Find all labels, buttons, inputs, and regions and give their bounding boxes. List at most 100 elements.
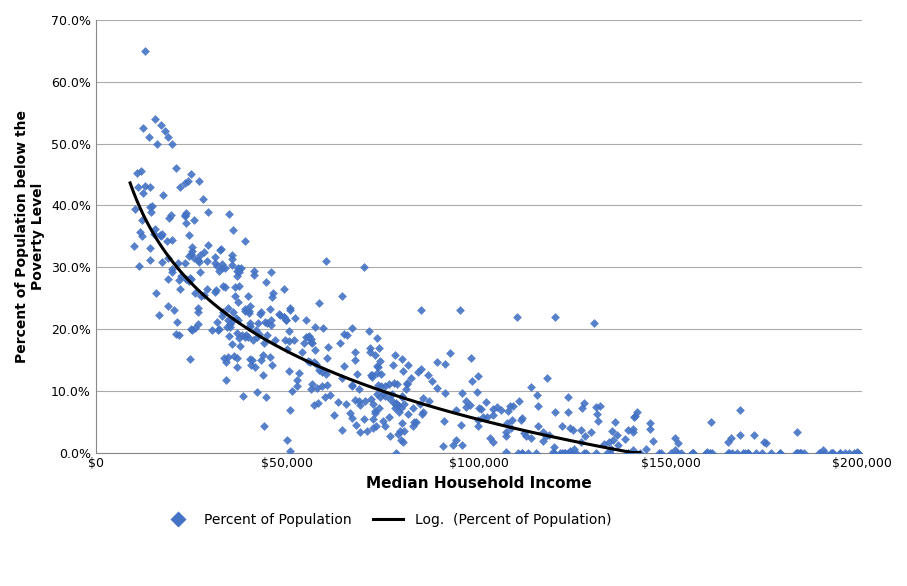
Point [127, 241, 141, 251]
Point [222, 210, 237, 219]
Point [212, 266, 227, 275]
Point [499, 428, 513, 437]
Point [285, 387, 299, 396]
Point [272, 311, 287, 320]
Point [190, 308, 205, 317]
Point [288, 314, 302, 323]
Point [185, 243, 200, 252]
Point [746, 430, 761, 439]
Point [182, 277, 197, 286]
Point [485, 404, 500, 414]
Point [247, 270, 261, 280]
Point [188, 289, 202, 298]
Point [575, 404, 590, 413]
Point [266, 288, 280, 298]
Point [668, 433, 682, 442]
Point [356, 263, 371, 272]
Point [557, 448, 571, 457]
Point [515, 448, 530, 457]
Point [353, 400, 367, 410]
Point [737, 448, 752, 457]
Point [310, 398, 325, 408]
Point [281, 336, 296, 346]
Point [493, 406, 508, 415]
X-axis label: Median Household Income: Median Household Income [366, 476, 591, 491]
Point [345, 323, 359, 332]
Point [851, 448, 865, 457]
Point [500, 418, 514, 428]
Point [297, 338, 312, 347]
Point [524, 383, 539, 392]
Point [147, 229, 161, 239]
Point [546, 447, 561, 456]
Point [235, 331, 249, 340]
Point [741, 448, 756, 457]
Point [555, 448, 570, 457]
Point [773, 448, 787, 457]
Point [316, 323, 330, 333]
Point [485, 411, 500, 420]
Point [172, 284, 187, 294]
Point [208, 287, 222, 297]
Point [249, 325, 263, 335]
Point [263, 352, 278, 362]
Point [378, 421, 393, 431]
Point [227, 352, 241, 361]
Point [173, 271, 188, 281]
Point [259, 392, 274, 401]
Point [430, 357, 444, 367]
Point [236, 391, 250, 400]
Point [388, 400, 403, 409]
Point [278, 335, 292, 345]
Point [541, 431, 556, 440]
Point [247, 266, 261, 275]
Point [335, 291, 349, 301]
Point [182, 230, 197, 240]
Point [414, 364, 428, 373]
Point [833, 448, 847, 457]
Point [250, 318, 265, 328]
Point [850, 448, 864, 457]
Point [312, 299, 327, 308]
Point [210, 325, 225, 335]
Point [225, 260, 239, 270]
Point [212, 246, 227, 255]
Point [219, 376, 233, 385]
Point [271, 309, 286, 319]
Point [165, 139, 180, 148]
Point [814, 448, 828, 457]
Point [705, 448, 719, 457]
Point [212, 325, 227, 334]
Point [499, 431, 513, 441]
Point [145, 201, 160, 210]
Point [413, 399, 427, 408]
Point [590, 409, 604, 418]
Legend: Percent of Population, Log.  (Percent of Population): Percent of Population, Log. (Percent of … [157, 507, 617, 532]
Point [155, 190, 170, 199]
Point [130, 168, 144, 178]
Point [833, 448, 847, 457]
Point [435, 441, 450, 450]
Point [179, 208, 193, 217]
Point [239, 330, 254, 339]
Point [514, 415, 529, 425]
Point [547, 448, 561, 457]
Point [415, 393, 430, 403]
Point [471, 421, 485, 431]
Point [178, 258, 192, 268]
Point [327, 411, 341, 420]
Point [790, 448, 805, 457]
Point [352, 384, 366, 394]
Point [136, 124, 151, 133]
Point [565, 448, 580, 457]
Point [395, 393, 410, 402]
Point [389, 398, 404, 408]
Point [480, 413, 494, 422]
Point [629, 407, 644, 416]
Point [242, 319, 257, 328]
Point [685, 448, 699, 457]
Point [208, 253, 222, 262]
Point [348, 395, 363, 404]
Point [184, 170, 199, 179]
Point [404, 374, 418, 383]
